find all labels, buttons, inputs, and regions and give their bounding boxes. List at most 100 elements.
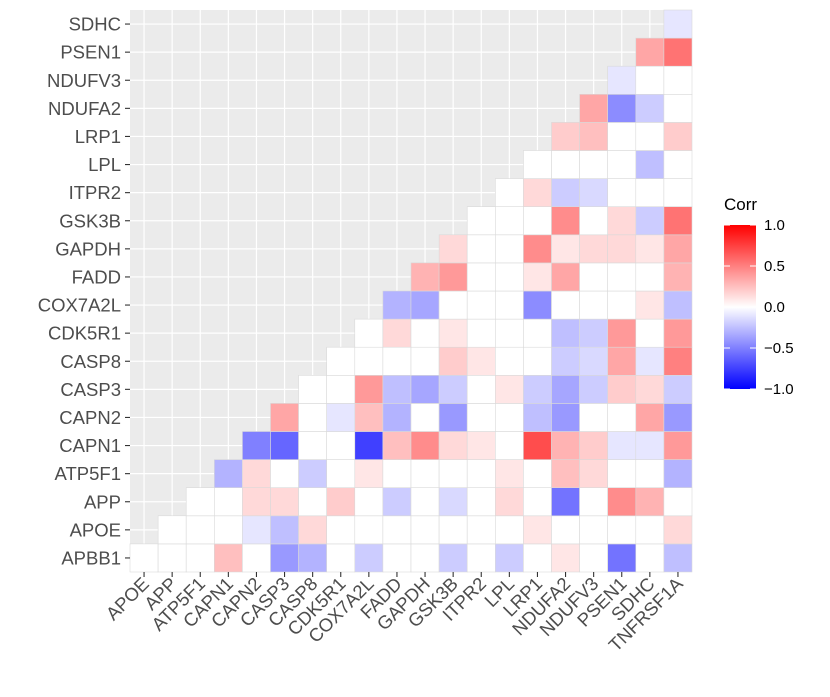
heatmap-cell-FADD-CAPN1 — [382, 431, 412, 460]
heatmap-cell-LPL-CAPN2 — [494, 403, 524, 432]
y-tick-label: CAPN2 — [59, 407, 121, 428]
heatmap-cell-TNFRSF1A-LRP1 — [663, 122, 693, 151]
y-tick-label: APP — [84, 491, 121, 512]
heatmap-cell-LRP1-CAPN2 — [523, 403, 552, 432]
heatmap-cell-ITPR2-CAPN1 — [466, 431, 496, 460]
heatmap-cell-TNFRSF1A-ITPR2 — [663, 178, 693, 208]
heatmap-cell-GAPDH-APOE — [410, 515, 440, 545]
heatmap-cell-TNFRSF1A-APBB1 — [663, 543, 693, 573]
heatmap-cell-GSK3B-CDK5R1 — [438, 318, 468, 348]
heatmap-cell-CASP8-CAPN1 — [298, 431, 328, 460]
heatmap-cell-TNFRSF1A-GAPDH — [663, 234, 693, 264]
heatmap-cell-SDHC-GSK3B — [635, 206, 665, 236]
heatmap-cell-TNFRSF1A-CASP8 — [663, 346, 693, 376]
heatmap-cell-ITPR2-COX7A2L — [466, 290, 496, 320]
heatmap-cell-SDHC-APBB1 — [635, 543, 665, 573]
heatmap-cell-CASP8-CASP3 — [298, 374, 328, 404]
heatmap-cell-COX7A2L-CAPN2 — [354, 403, 384, 432]
heatmap-cell-LPL-CDK5R1 — [494, 318, 524, 348]
heatmap-cell-NDUFV3-NDUFA2 — [579, 94, 608, 123]
heatmap-cell-TNFRSF1A-GSK3B — [663, 206, 693, 236]
heatmap-cell-COX7A2L-CASP8 — [354, 346, 384, 376]
heatmap-cell-NDUFV3-CAPN2 — [579, 403, 608, 432]
heatmap-cell-GAPDH-CAPN1 — [410, 431, 440, 460]
heatmap-cell-LRP1-GSK3B — [523, 206, 552, 236]
heatmap-cell-FADD-CDK5R1 — [382, 318, 412, 348]
heatmap-cell-PSEN1-APBB1 — [607, 543, 637, 573]
heatmap-cell-SDHC-FADD — [635, 262, 665, 292]
heatmap-cell-GSK3B-ATP5F1 — [438, 459, 468, 489]
y-axis: APBB1 APOE APP ATP5F1 CAPN1 CAPN2 CASP3 CASP8 CD… — [38, 14, 130, 568]
heatmap-cell-TNFRSF1A-NDUFA2 — [663, 94, 693, 123]
heatmap-cell-PSEN1-NDUFA2 — [607, 94, 637, 123]
heatmap-cell-COX7A2L-APBB1 — [354, 543, 384, 573]
heatmap-cell-TNFRSF1A-COX7A2L — [663, 290, 693, 320]
heatmap-cell-CASP3-ATP5F1 — [270, 459, 299, 489]
heatmap-cell-LPL-FADD — [494, 262, 524, 292]
heatmap-cell-NDUFV3-LRP1 — [579, 122, 608, 151]
heatmap-cell-CAPN2-APOE — [242, 515, 271, 545]
heatmap-cell-GSK3B-GAPDH — [438, 234, 468, 264]
heatmap-cell-SDHC-COX7A2L — [635, 290, 665, 320]
legend-tick-label: −1.0 — [764, 381, 794, 398]
heatmap-cell-TNFRSF1A-CDK5R1 — [663, 318, 693, 348]
heatmap-cell-TNFRSF1A-APOE — [663, 515, 693, 545]
heatmap-cell-ATP5F1-APBB1 — [185, 543, 215, 573]
heatmap-cell-ITPR2-GAPDH — [466, 234, 496, 264]
heatmap-cell-ITPR2-APBB1 — [466, 543, 496, 573]
heatmap-cell-SDHC-CAPN1 — [635, 431, 665, 460]
heatmap-cell-FADD-CASP3 — [382, 374, 412, 404]
heatmap-cell-TNFRSF1A-CAPN2 — [663, 403, 693, 432]
heatmap-cell-PSEN1-LPL — [607, 150, 637, 179]
heatmap-cell-LRP1-CASP3 — [523, 374, 552, 404]
legend-tick-label: 0.0 — [764, 299, 785, 316]
heatmap-cell-GSK3B-APOE — [438, 515, 468, 545]
heatmap-cell-SDHC-ATP5F1 — [635, 459, 665, 489]
heatmap-cell-LRP1-ITPR2 — [523, 178, 552, 208]
heatmap-cell-LRP1-LPL — [523, 150, 552, 179]
y-tick-label: LPL — [88, 154, 121, 175]
heatmap-cell-LPL-APOE — [494, 515, 524, 545]
heatmap-cell-NDUFV3-ITPR2 — [579, 178, 608, 208]
heatmap-cell-COX7A2L-CASP3 — [354, 374, 384, 404]
heatmap-cell-GSK3B-COX7A2L — [438, 290, 468, 320]
heatmap-cell-LRP1-APOE — [523, 515, 552, 545]
heatmap-cell-ITPR2-CASP8 — [466, 346, 496, 376]
heatmap-cell-CDK5R1-APBB1 — [326, 543, 356, 573]
heatmap-cell-PSEN1-FADD — [607, 262, 637, 292]
heatmap-cell-PSEN1-NDUFV3 — [607, 65, 637, 95]
heatmap-cell-LPL-ITPR2 — [494, 178, 524, 208]
heatmap-cell-NDUFA2-APBB1 — [551, 543, 580, 573]
heatmap-cell-SDHC-CASP8 — [635, 346, 665, 376]
heatmap-cell-NDUFA2-FADD — [551, 262, 580, 292]
legend-tick-label: 1.0 — [764, 217, 785, 234]
heatmap-cell-SDHC-CAPN2 — [635, 403, 665, 432]
heatmap-cell-LRP1-ATP5F1 — [523, 459, 552, 489]
heatmap-cell-CDK5R1-APOE — [326, 515, 356, 545]
heatmap-cell-ATP5F1-APOE — [185, 515, 215, 545]
heatmap-cell-COX7A2L-CDK5R1 — [354, 318, 384, 348]
heatmap-cell-NDUFV3-GAPDH — [579, 234, 608, 264]
heatmap-cell-SDHC-LPL — [635, 150, 665, 179]
heatmap-cell-SDHC-PSEN1 — [635, 37, 665, 67]
heatmap-cell-PSEN1-CASP3 — [607, 374, 637, 404]
heatmap-cell-ITPR2-FADD — [466, 262, 496, 292]
heatmap-cell-GSK3B-APP — [438, 487, 468, 517]
heatmap-cell-PSEN1-LRP1 — [607, 122, 637, 151]
heatmap-cell-NDUFV3-CDK5R1 — [579, 318, 608, 348]
heatmap-cell-CASP8-ATP5F1 — [298, 459, 328, 489]
heatmap-cell-GAPDH-CASP8 — [410, 346, 440, 376]
heatmap-cell-NDUFV3-LPL — [579, 150, 608, 179]
heatmap-cell-CDK5R1-CASP8 — [326, 346, 356, 376]
color-legend: Corr 1.0 0.5 0.0 −0.5 −1.0 — [724, 195, 794, 398]
heatmap-tiles — [129, 9, 693, 573]
heatmap-cell-LRP1-CASP8 — [523, 346, 552, 376]
heatmap-cell-TNFRSF1A-PSEN1 — [663, 37, 693, 67]
heatmap-cell-NDUFA2-CASP8 — [551, 346, 580, 376]
y-tick-label: NDUFA2 — [48, 98, 121, 119]
heatmap-cell-PSEN1-ATP5F1 — [607, 459, 637, 489]
heatmap-cell-LPL-COX7A2L — [494, 290, 524, 320]
heatmap-cell-NDUFA2-CAPN1 — [551, 431, 580, 460]
heatmap-cell-FADD-APBB1 — [382, 543, 412, 573]
heatmap-cell-CDK5R1-CAPN1 — [326, 431, 356, 460]
